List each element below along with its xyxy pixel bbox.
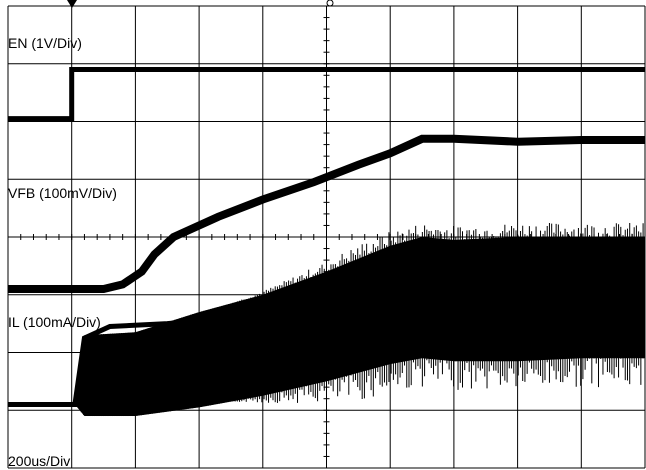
- vfb-label: VFB (100mV/Div): [8, 185, 117, 201]
- en-label: EN (1V/Div): [8, 35, 82, 51]
- il-label: IL (100mA/Div): [8, 314, 101, 330]
- il-trace: [8, 298, 645, 407]
- vfb-trace: [8, 134, 645, 293]
- trace-labels: EN (1V/Div) VFB (100mV/Div) IL (100mA/Di…: [8, 35, 117, 469]
- timebase-label: 200us/Div: [8, 453, 70, 469]
- traces: [8, 67, 645, 417]
- trigger-marker-left: [67, 0, 77, 8]
- trigger-markers: [67, 0, 334, 8]
- en-trace: [8, 67, 645, 122]
- trigger-marker-center: [326, 0, 334, 7]
